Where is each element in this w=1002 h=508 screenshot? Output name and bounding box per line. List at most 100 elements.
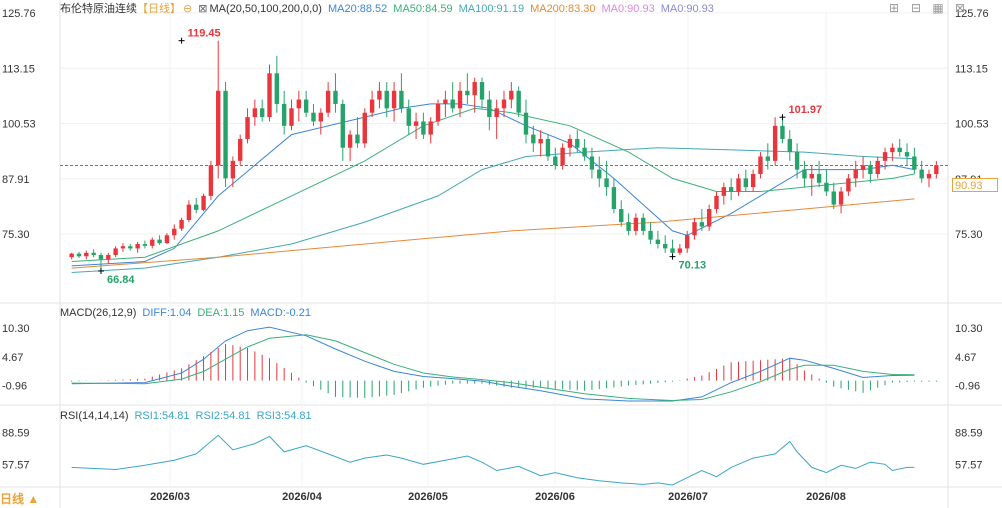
x-tick-label: 2026/05: [408, 491, 448, 503]
candle: [846, 173, 851, 196]
candle-body: [369, 99, 375, 113]
candle-body: [860, 165, 866, 170]
candle-body: [274, 73, 280, 104]
rsi-tick-label-left: 88.59: [2, 428, 30, 440]
candle: [531, 125, 536, 153]
candle: [641, 213, 646, 236]
candle-body: [435, 103, 441, 122]
candle: [259, 99, 265, 122]
period-switch[interactable]: 日线 ▲: [0, 492, 40, 506]
x-tick-label: 2026/03: [150, 491, 190, 503]
candle: [684, 230, 690, 253]
candle-body: [399, 90, 404, 109]
candle-body: [641, 217, 646, 231]
candle: [216, 40, 221, 179]
macd-header: MACD(26,12,9) DIFF:1.04 DEA:1.15 MACD:-0.21: [60, 306, 317, 320]
period-label[interactable]: 【日线】: [137, 3, 181, 15]
candle: [728, 178, 734, 201]
candle-body: [238, 138, 243, 161]
candle-body: [648, 230, 653, 240]
ma0-value: MA0:90.93: [601, 3, 655, 15]
candle: [413, 112, 419, 139]
candle: [274, 55, 280, 113]
candle-body: [509, 90, 514, 100]
candle: [84, 250, 89, 260]
candle: [868, 160, 873, 183]
rsi-tick-label-left: 57.57: [2, 460, 30, 472]
candle: [604, 160, 609, 196]
candle-body: [340, 103, 345, 148]
candle: [487, 90, 492, 131]
close-icon[interactable]: ⊠: [954, 1, 966, 15]
candle-body: [919, 169, 924, 179]
candle-body: [890, 147, 895, 153]
candle: [245, 108, 250, 144]
ma-settings-icon[interactable]: ⊠: [198, 3, 208, 15]
candle-body: [413, 121, 419, 126]
candle: [772, 117, 778, 166]
grid-icon[interactable]: ▦: [932, 1, 944, 15]
candle: [816, 160, 822, 188]
dea-value: DEA:1.15: [197, 307, 245, 319]
candle: [223, 82, 228, 188]
candle-body: [553, 156, 558, 166]
candle-body: [120, 246, 126, 249]
candle-body: [692, 222, 697, 236]
candle-body: [706, 209, 712, 227]
candle-body: [743, 178, 749, 188]
candle: [106, 252, 111, 264]
candle: [369, 90, 375, 118]
candle-body: [824, 182, 829, 192]
candle: [663, 235, 668, 253]
candle-body: [443, 99, 448, 104]
price-tick-label-left: 125.76: [2, 8, 36, 20]
candle-body: [487, 99, 492, 118]
candle: [655, 230, 661, 249]
candle: [347, 130, 353, 161]
candle-body: [604, 178, 609, 188]
candle-body: [76, 253, 82, 257]
candle-body: [809, 173, 814, 179]
candle: [611, 178, 617, 214]
candle-body: [377, 90, 382, 100]
settings-icon[interactable]: ⊖: [183, 3, 193, 15]
candle-body: [560, 147, 565, 166]
candle-body: [259, 108, 265, 118]
candle: [875, 156, 880, 179]
candle: [252, 99, 258, 126]
rsi-panel: [71, 434, 915, 486]
candle-body: [501, 99, 507, 109]
annotation-label: 70.13: [679, 260, 707, 272]
ma20-value: MA20:88.52: [327, 3, 388, 15]
candle: [201, 193, 206, 212]
annotation-label: 119.45: [188, 28, 221, 40]
candle-body: [582, 147, 587, 157]
candle: [311, 103, 316, 126]
candle-body: [787, 138, 792, 153]
candle: [787, 130, 792, 161]
candle-body: [428, 121, 433, 135]
candle-body: [934, 165, 939, 174]
candle-body: [472, 82, 477, 96]
macd-dea-line: [71, 334, 915, 402]
minus-square-icon[interactable]: ⊟: [910, 1, 922, 15]
candle: [860, 156, 866, 179]
candle-body: [223, 90, 228, 179]
candle: [267, 64, 272, 122]
candle: [897, 138, 902, 157]
candle: [428, 117, 433, 144]
candle-body: [868, 165, 873, 174]
rsi-line: [71, 434, 915, 486]
candle: [479, 77, 485, 109]
candle: [318, 108, 324, 135]
candle-body: [875, 160, 880, 174]
candle: [142, 240, 148, 249]
candle: [281, 90, 287, 135]
x-tick-label: 2026/07: [668, 491, 708, 503]
candle: [780, 117, 785, 144]
plus-square-icon[interactable]: ⊞: [888, 1, 900, 15]
candle-body: [765, 156, 770, 161]
candle-body: [897, 147, 902, 153]
candle: [919, 160, 924, 183]
